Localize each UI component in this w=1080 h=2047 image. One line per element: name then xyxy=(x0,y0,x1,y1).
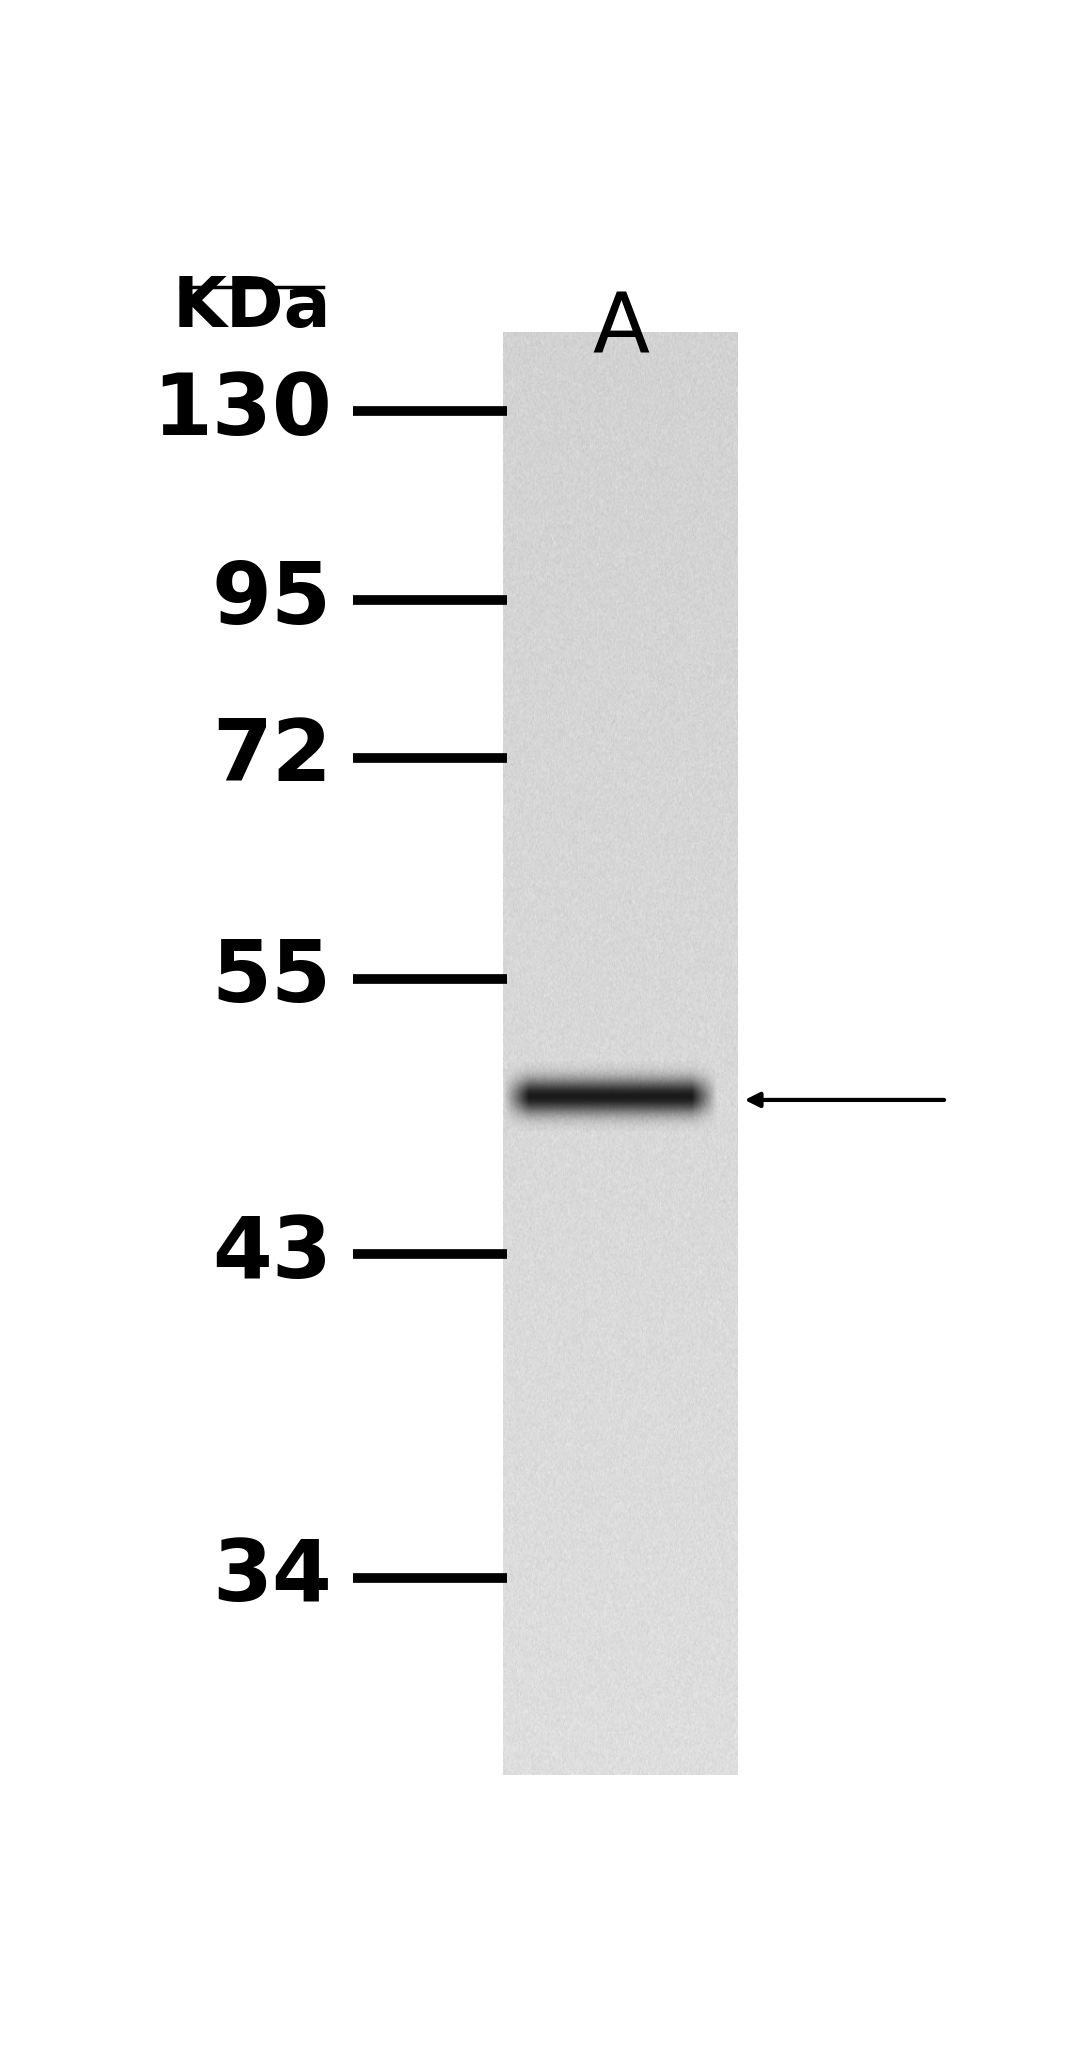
Text: 130: 130 xyxy=(152,371,332,452)
Text: A: A xyxy=(592,291,649,371)
Text: 72: 72 xyxy=(212,716,332,800)
Text: 55: 55 xyxy=(212,938,332,1019)
Text: KDa: KDa xyxy=(173,274,332,342)
Text: 95: 95 xyxy=(212,559,332,643)
Text: 43: 43 xyxy=(212,1214,332,1296)
Text: 34: 34 xyxy=(212,1535,332,1619)
